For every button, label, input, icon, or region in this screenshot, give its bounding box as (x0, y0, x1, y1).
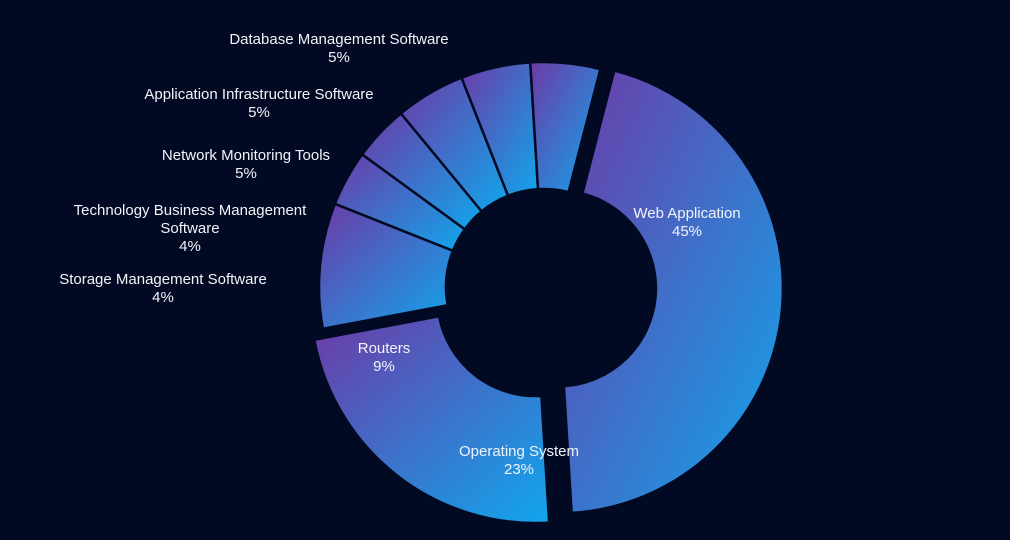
slice-name: Network Monitoring Tools (162, 147, 330, 164)
data-label-web-application: Web Application 45% (633, 205, 740, 240)
slice-name: Operating System (459, 443, 579, 460)
slice-percent: 5% (328, 49, 350, 66)
slice-name: Storage Management Software (59, 271, 267, 288)
slice-name: Technology Business Management (74, 202, 307, 219)
data-label-network-monitoring-tools: Network Monitoring Tools 5% (162, 147, 330, 182)
slice-name: Software (160, 220, 219, 237)
data-label-database-management-software: Database Management Software 5% (229, 31, 448, 66)
data-label-application-infrastructure-software: Application Infrastructure Software 5% (144, 86, 373, 121)
slice-database-management-software[interactable] (529, 60, 602, 194)
data-label-operating-system: Operating System 23% (459, 443, 579, 478)
slice-percent: 9% (373, 358, 395, 375)
slice-name: Application Infrastructure Software (144, 86, 373, 103)
slice-percent: 23% (504, 461, 534, 478)
data-label-routers: Routers 9% (358, 340, 411, 375)
slice-operating-system[interactable] (313, 314, 551, 525)
slice-percent: 4% (179, 238, 201, 255)
slice-name: Web Application (633, 205, 740, 222)
slice-percent: 5% (248, 104, 270, 121)
slice-web-application[interactable] (562, 69, 785, 515)
data-label-technology-business-management-software: Technology Business Management Software 4% (74, 202, 307, 255)
slice-name: Database Management Software (229, 31, 448, 48)
slice-percent: 4% (152, 289, 174, 306)
slice-percent: 45% (672, 223, 702, 240)
data-label-storage-management-software: Storage Management Software 4% (59, 271, 267, 306)
slice-name: Routers (358, 340, 411, 357)
slice-percent: 5% (235, 165, 257, 182)
